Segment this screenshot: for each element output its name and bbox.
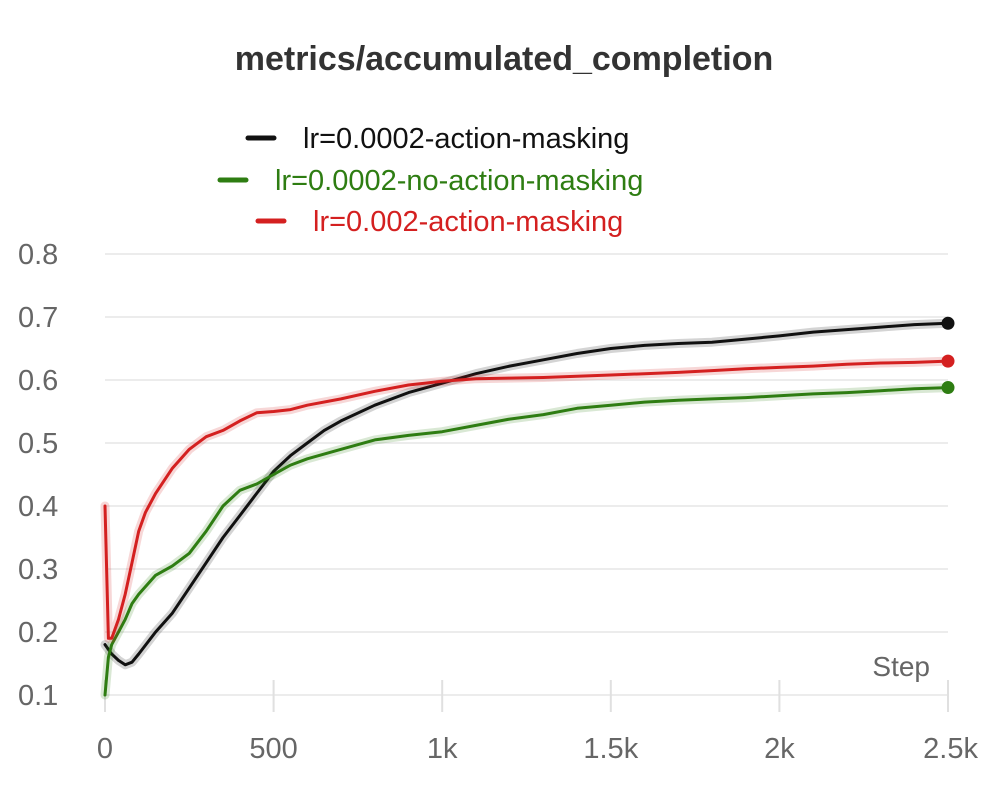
legend-label: lr=0.002-action-masking: [313, 206, 623, 238]
x-tick-label: 2.5k: [923, 733, 978, 765]
y-tick-label: 0.2: [18, 617, 58, 649]
x-tick-label: 1k: [427, 733, 458, 765]
series-end-point-2[interactable]: [941, 354, 955, 368]
x-tick-label: 500: [249, 733, 297, 765]
legend-label: lr=0.0002-no-action-masking: [275, 165, 643, 197]
x-tick-label: 2k: [764, 733, 795, 765]
series-line-2[interactable]: [103, 359, 950, 640]
series-line-halo-1: [100, 383, 953, 700]
y-tick-label: 0.8: [18, 239, 58, 271]
series-line-1[interactable]: [103, 386, 950, 697]
series-end-point-1[interactable]: [941, 381, 955, 395]
legend-item-0[interactable]: lr=0.0002-action-masking: [245, 123, 629, 155]
y-tick-label: 0.6: [18, 365, 58, 397]
y-tick-label: 0.1: [18, 680, 58, 712]
legend-item-2[interactable]: lr=0.002-action-masking: [255, 206, 623, 238]
y-axis: 0.1 0.2 0.3 0.4 0.5 0.6 0.7 0.8: [18, 239, 58, 712]
chart-title: metrics/accumulated_completion: [235, 40, 774, 78]
y-tick-label: 0.4: [18, 491, 58, 523]
y-tick-label: 0.7: [18, 302, 58, 334]
x-tick-label: 0: [97, 733, 113, 765]
series-end-point-0[interactable]: [941, 316, 955, 330]
x-tick-label: 1.5k: [583, 733, 638, 765]
x-axis: 0 500 1k 1.5k 2k 2.5k: [97, 680, 978, 765]
y-tick-label: 0.5: [18, 428, 58, 460]
grid-lines: [105, 253, 948, 696]
legend: lr=0.0002-action-masking lr=0.0002-no-act…: [217, 123, 643, 238]
series-line-0[interactable]: [103, 321, 950, 667]
legend-label: lr=0.0002-action-masking: [303, 123, 629, 155]
series-group: [100, 316, 955, 700]
x-axis-label: Step: [872, 651, 930, 682]
legend-item-1[interactable]: lr=0.0002-no-action-masking: [217, 165, 643, 197]
y-tick-label: 0.3: [18, 554, 58, 586]
